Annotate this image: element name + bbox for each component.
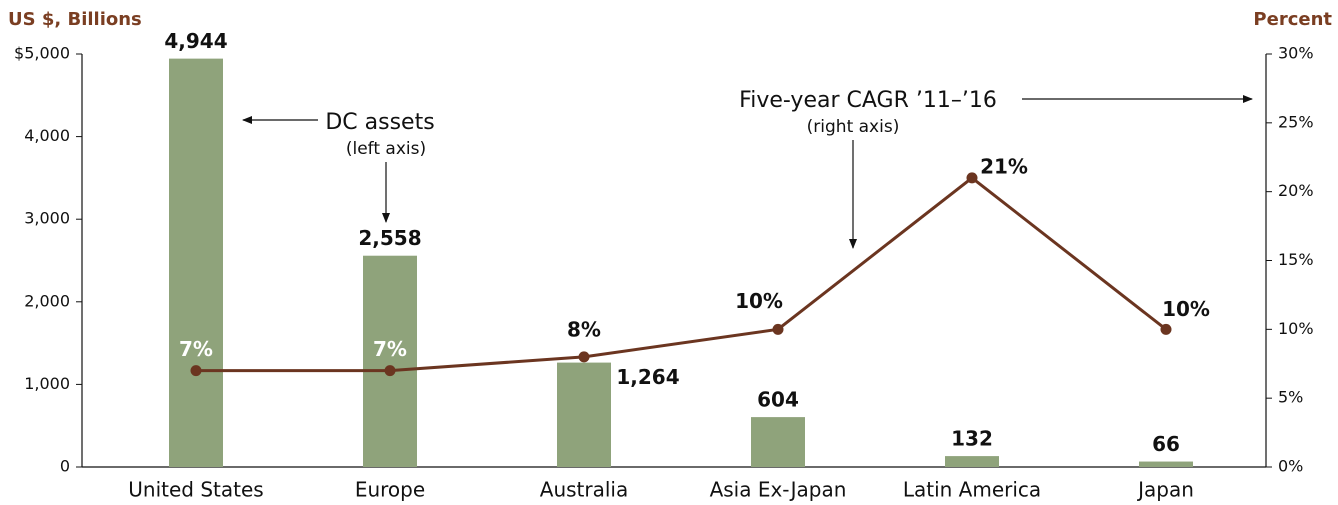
data-label: 7% xyxy=(179,337,213,361)
y-tick-label: 1,000 xyxy=(24,374,70,393)
x-tick-label: Asia Ex-Japan xyxy=(710,478,847,502)
y-tick-label: 2,000 xyxy=(24,291,70,310)
x-tick-label: Japan xyxy=(1136,478,1194,502)
line-point xyxy=(578,351,590,363)
arrows xyxy=(242,95,1253,249)
y2-tick-label: 10% xyxy=(1278,319,1314,338)
line-point xyxy=(772,323,784,335)
y2-tick-label: 20% xyxy=(1278,181,1314,200)
line xyxy=(196,175,1167,373)
annotation: Five-year CAGR ’11–’16 xyxy=(739,88,997,113)
x-tick-label: Australia xyxy=(540,478,628,502)
line-point xyxy=(966,172,978,184)
y2-tick-label: 0% xyxy=(1278,457,1303,476)
y2-tick-label: 30% xyxy=(1278,44,1314,63)
data-label: 4,944 xyxy=(164,29,227,53)
line-point xyxy=(1160,323,1172,335)
bar xyxy=(945,456,999,467)
y-tick-label: $5,000 xyxy=(14,44,70,63)
line-point xyxy=(190,365,202,377)
x-tick-label: Latin America xyxy=(903,478,1041,502)
data-label: 2,558 xyxy=(358,226,421,250)
x-tick-label: United States xyxy=(128,478,263,502)
data-label: 7% xyxy=(373,337,407,361)
annotation: (left axis) xyxy=(346,139,426,159)
y-tick-label: 0 xyxy=(60,457,70,476)
y2-tick-label: 5% xyxy=(1278,388,1303,407)
y2-tick-label: 15% xyxy=(1278,250,1314,269)
bar xyxy=(169,58,223,467)
data-label: 10% xyxy=(735,289,783,313)
data-label: 10% xyxy=(1162,297,1210,321)
annotation: DC assets xyxy=(325,110,434,135)
y-axis-title: US $, Billions xyxy=(8,9,142,30)
annotation: (right axis) xyxy=(807,117,900,137)
data-label: 604 xyxy=(757,388,799,412)
data-label: 132 xyxy=(951,427,993,451)
data-label: 21% xyxy=(980,154,1028,178)
data-label: 1,264 xyxy=(616,365,679,389)
y2-axis-title: Percent xyxy=(1253,9,1332,30)
y2-tick-label: 25% xyxy=(1278,112,1314,131)
data-label: 8% xyxy=(567,317,601,341)
y-tick-label: 3,000 xyxy=(24,209,70,228)
x-tick-label: Europe xyxy=(355,478,425,502)
line-point xyxy=(384,365,396,377)
data-label: 66 xyxy=(1152,432,1180,456)
bar xyxy=(363,255,417,467)
bar xyxy=(557,362,611,467)
bar xyxy=(751,417,805,467)
y-tick-label: 4,000 xyxy=(24,126,70,145)
bar xyxy=(1139,461,1193,467)
